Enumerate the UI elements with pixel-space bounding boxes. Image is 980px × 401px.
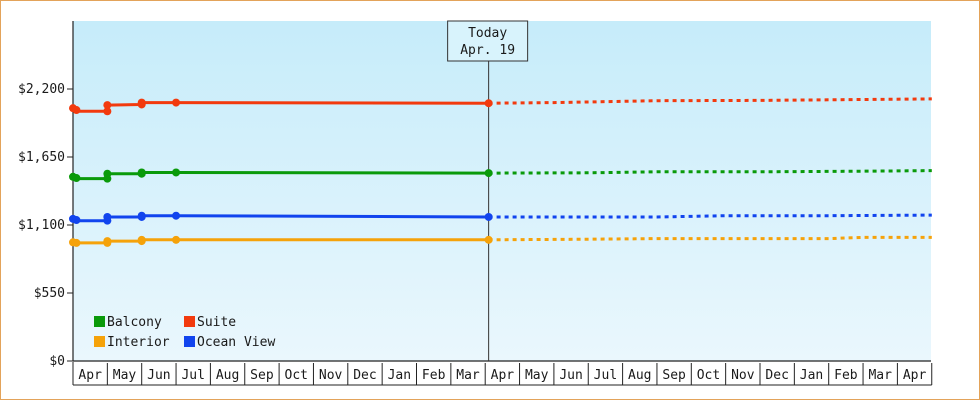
y-tick-label: $1,100 [18, 218, 65, 233]
plot-background [73, 21, 931, 361]
legend-item-balcony: Balcony [94, 315, 162, 330]
month-label: Feb [422, 368, 446, 383]
month-label: Mar [868, 368, 892, 383]
month-axis: Apr May Jun Jul Aug Sep Oct Nov Dec Jan Feb Mar Apr M… [72, 362, 933, 386]
forecast-line [488, 213, 932, 219]
legend-item-ocean-view: Ocean View [184, 335, 275, 350]
data-point [484, 212, 493, 221]
data-point [103, 169, 112, 178]
series-lines [69, 97, 932, 247]
legend-label: Balcony [107, 315, 162, 330]
month-label: Dec [353, 368, 376, 383]
month-label: Jul [181, 368, 204, 383]
month-label: Mar [456, 368, 480, 383]
month-label: Jan [800, 368, 823, 383]
legend-label: Interior [107, 335, 170, 350]
legend-item-interior: Interior [94, 335, 170, 350]
month-label: May [113, 368, 137, 383]
month-label: Jun [559, 368, 582, 383]
month-label: Feb [834, 368, 858, 383]
data-point [484, 169, 493, 178]
axes: $0 $550 $1,100 $1,650 $2,200 [18, 21, 931, 369]
series-interior [69, 235, 932, 247]
y-tick-label: $2,200 [18, 82, 65, 97]
legend: Balcony Suite Interior Ocean View [94, 315, 275, 350]
month-label: Aug [216, 368, 239, 383]
today-marker: Today Apr. 19 [447, 20, 529, 361]
series-suite [69, 97, 932, 116]
month-label: May [525, 368, 549, 383]
month-label: Sep [662, 368, 686, 383]
data-point [172, 211, 181, 220]
today-label: Today [468, 26, 507, 41]
forecast-line [488, 169, 932, 175]
data-point [172, 98, 181, 107]
month-label: Nov [731, 368, 755, 383]
data-point [137, 98, 146, 107]
data-point [72, 216, 81, 225]
data-point [484, 235, 493, 244]
forecast-line [488, 97, 932, 105]
data-point [72, 106, 81, 115]
data-point [137, 211, 146, 220]
month-label: Jan [388, 368, 411, 383]
month-label: Sep [250, 368, 274, 383]
legend-swatch [94, 336, 105, 347]
series-ocean-view [69, 211, 932, 225]
series-balcony [69, 168, 932, 183]
y-tick-label: $0 [49, 354, 65, 369]
month-label: Dec [765, 368, 788, 383]
forecast-line [488, 235, 932, 242]
y-tick-label: $1,650 [18, 150, 65, 165]
month-label: Oct [285, 368, 308, 383]
month-label: Aug [628, 368, 651, 383]
legend-item-suite: Suite [184, 315, 236, 330]
data-point [72, 174, 81, 183]
legend-swatch [184, 336, 195, 347]
month-label: Oct [697, 368, 720, 383]
legend-swatch [94, 316, 105, 327]
legend-swatch [184, 316, 195, 327]
data-point [103, 212, 112, 221]
month-label: Nov [319, 368, 343, 383]
data-point [103, 107, 112, 116]
data-point [172, 168, 181, 177]
month-label: Apr [491, 368, 515, 383]
data-point [137, 168, 146, 177]
today-box [447, 20, 529, 62]
legend-label: Ocean View [197, 335, 275, 350]
month-label: Jul [594, 368, 617, 383]
data-point [137, 235, 146, 244]
y-tick-label: $550 [34, 286, 65, 301]
data-point [103, 101, 112, 110]
month-label: Apr [903, 368, 927, 383]
data-point [72, 238, 81, 247]
data-point [103, 237, 112, 246]
month-label: Apr [78, 368, 102, 383]
today-date: Apr. 19 [460, 43, 515, 58]
legend-label: Suite [197, 315, 236, 330]
month-label: Jun [147, 368, 170, 383]
data-point [172, 235, 181, 244]
data-point [484, 99, 493, 108]
